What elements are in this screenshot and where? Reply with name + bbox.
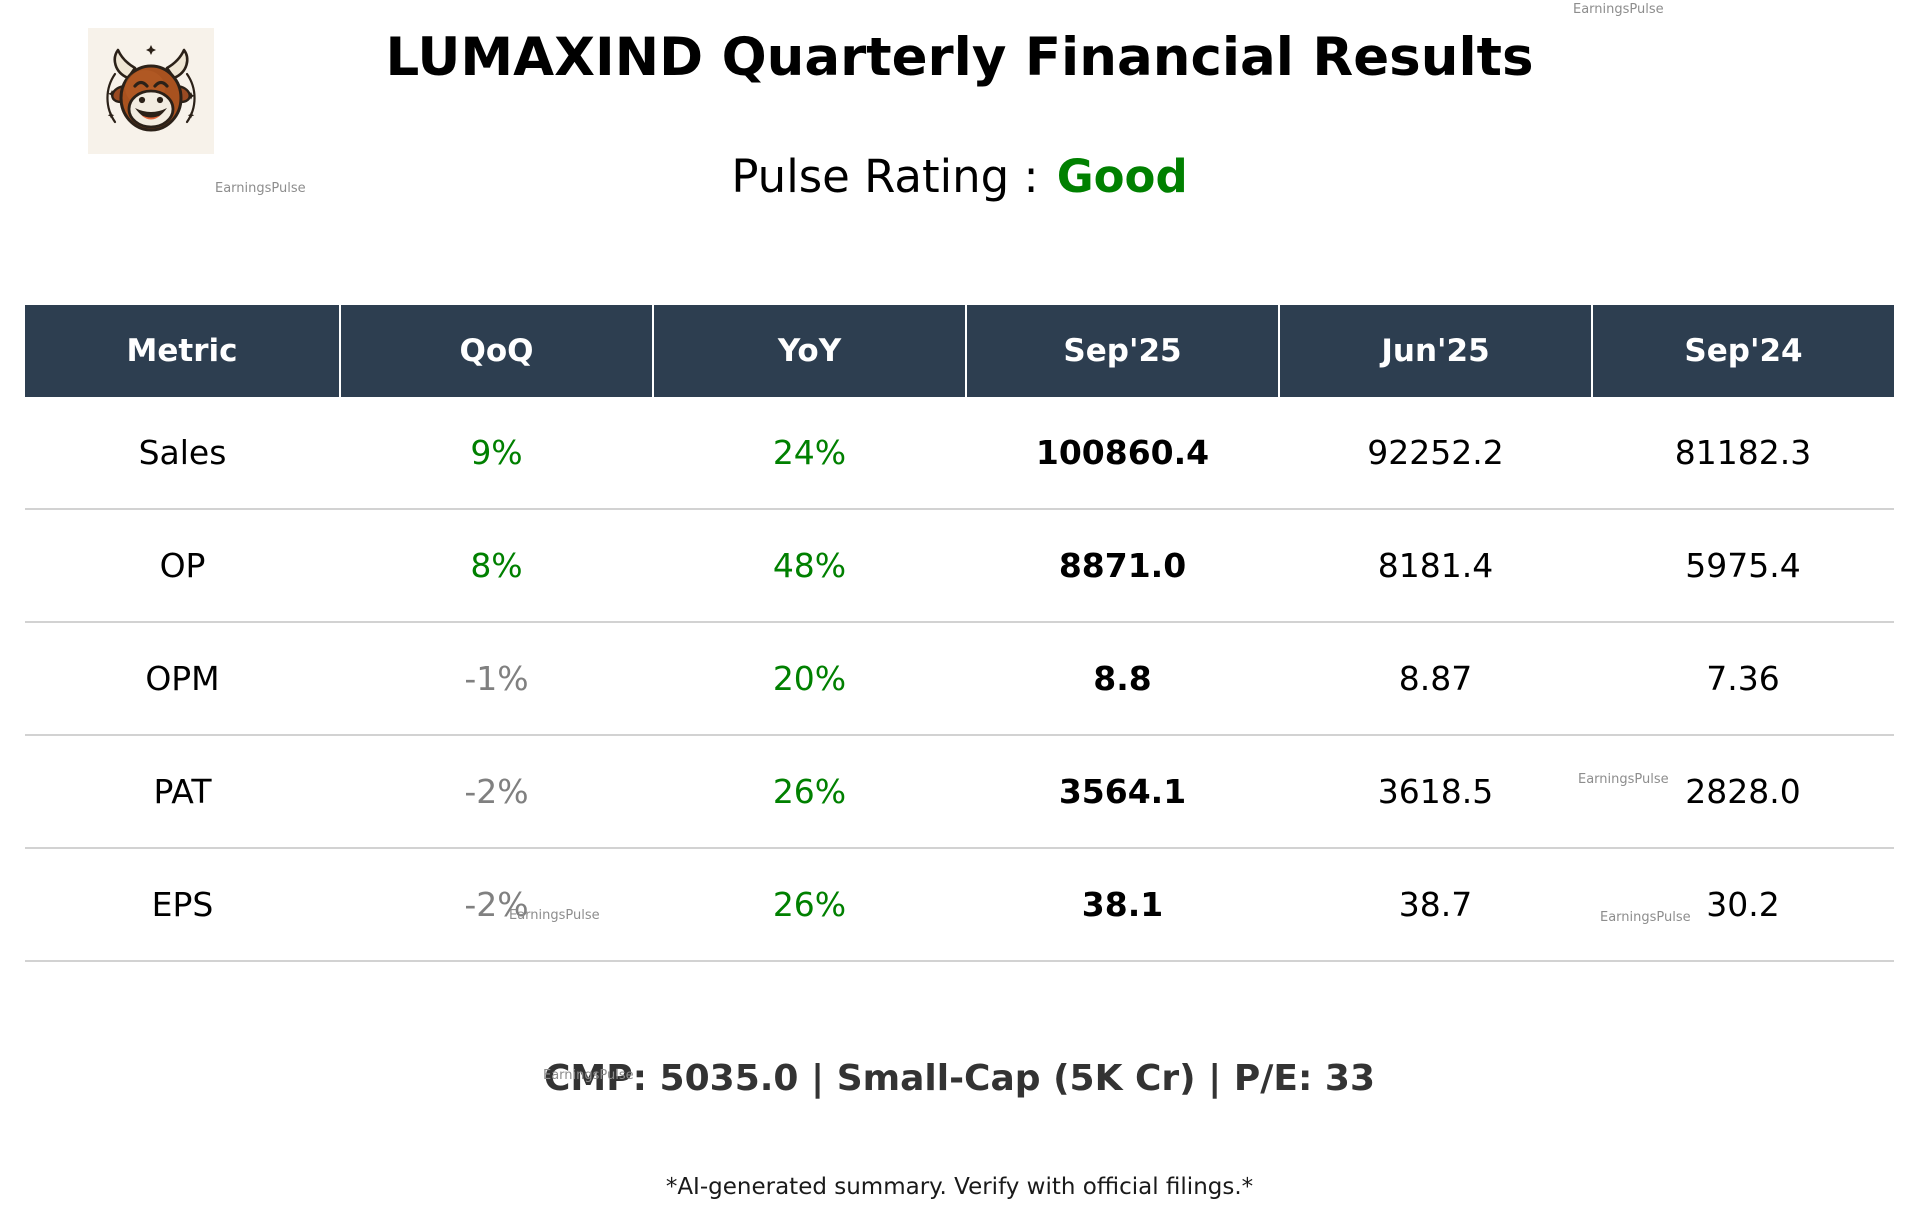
table-row: OP 8% 48% 8871.0 8181.4 5975.4 xyxy=(25,509,1894,623)
cell-qoq: -2% xyxy=(340,735,653,849)
valuation-summary: CMP: 5035.0 | Small-Cap (5K Cr) | P/E: 3… xyxy=(544,1058,1375,1099)
watermark: EarningsPulse xyxy=(1573,2,1664,17)
column-header-sep25: Sep'25 xyxy=(966,305,1280,397)
cell-current: 8871.0 xyxy=(966,509,1279,623)
cell-prev-q: 38.7 xyxy=(1279,848,1592,962)
cell-qoq: -1% xyxy=(340,622,653,736)
cell-metric: OP xyxy=(25,509,340,623)
page-title: LUMAXIND Quarterly Financial Results xyxy=(385,27,1534,88)
table-row: Sales 9% 24% 100860.4 92252.2 81182.3 xyxy=(25,397,1894,510)
table-header: Metric QoQ YoY Sep'25 Jun'25 Sep'24 xyxy=(25,305,1894,397)
bull-mascot-icon xyxy=(88,28,214,154)
cell-qoq: -2% xyxy=(340,848,653,962)
pulse-rating: Pulse Rating : Good xyxy=(0,150,1919,204)
cell-metric: Sales xyxy=(25,397,340,510)
pulse-rating-value: Good xyxy=(1056,150,1188,203)
cell-current: 100860.4 xyxy=(966,397,1279,510)
cell-prev-q: 8181.4 xyxy=(1279,509,1592,623)
table-body: Sales 9% 24% 100860.4 92252.2 81182.3 OP… xyxy=(25,397,1894,962)
cell-prev-q: 8.87 xyxy=(1279,622,1592,736)
financial-results-table-wrapper: Metric QoQ YoY Sep'25 Jun'25 Sep'24 Sale… xyxy=(25,305,1894,962)
cell-metric: OPM xyxy=(25,622,340,736)
table-row: OPM -1% 20% 8.8 8.87 7.36 xyxy=(25,622,1894,736)
cell-qoq: 9% xyxy=(340,397,653,510)
disclaimer-text: *AI-generated summary. Verify with offic… xyxy=(665,1174,1254,1200)
cell-current: 3564.1 xyxy=(966,735,1279,849)
column-header-sep24: Sep'24 xyxy=(1592,305,1894,397)
column-header-metric: Metric xyxy=(25,305,341,397)
brand-logo xyxy=(88,28,214,154)
cell-prev-y: 5975.4 xyxy=(1592,509,1894,623)
cell-current: 38.1 xyxy=(966,848,1279,962)
cell-metric: EPS xyxy=(25,848,340,962)
cell-yoy: 26% xyxy=(653,735,966,849)
cell-prev-y: 7.36 xyxy=(1592,622,1894,736)
column-header-yoy: YoY xyxy=(653,305,967,397)
cell-prev-q: 3618.5 xyxy=(1279,735,1592,849)
cell-qoq: 8% xyxy=(340,509,653,623)
cell-prev-y: 81182.3 xyxy=(1592,397,1894,510)
cell-prev-y: 2828.0 xyxy=(1592,735,1894,849)
cell-current: 8.8 xyxy=(966,622,1279,736)
cell-yoy: 48% xyxy=(653,509,966,623)
table-row: PAT -2% 26% 3564.1 3618.5 2828.0 xyxy=(25,735,1894,849)
cell-yoy: 24% xyxy=(653,397,966,510)
cell-metric: PAT xyxy=(25,735,340,849)
financial-results-table: Metric QoQ YoY Sep'25 Jun'25 Sep'24 Sale… xyxy=(25,305,1894,962)
table-row: EPS -2% 26% 38.1 38.7 30.2 xyxy=(25,848,1894,962)
cell-yoy: 26% xyxy=(653,848,966,962)
pulse-rating-label: Pulse Rating : xyxy=(731,150,1039,203)
cell-yoy: 20% xyxy=(653,622,966,736)
cell-prev-q: 92252.2 xyxy=(1279,397,1592,510)
table-header-row: Metric QoQ YoY Sep'25 Jun'25 Sep'24 xyxy=(25,305,1894,397)
column-header-jun25: Jun'25 xyxy=(1279,305,1593,397)
cell-prev-y: 30.2 xyxy=(1592,848,1894,962)
column-header-qoq: QoQ xyxy=(340,305,654,397)
